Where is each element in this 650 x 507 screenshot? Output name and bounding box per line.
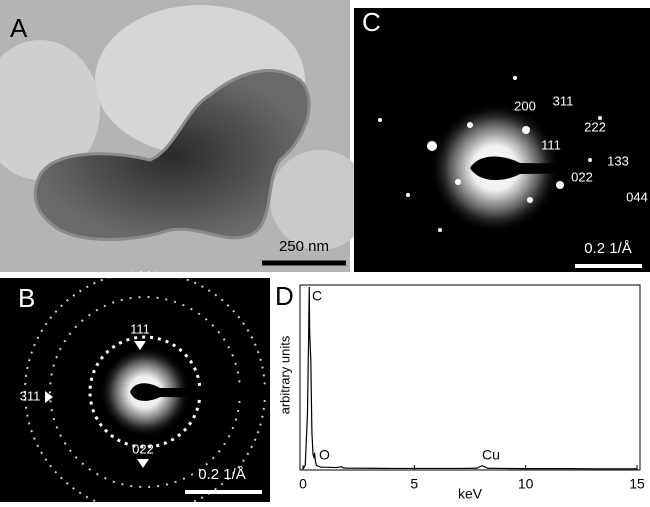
- x-tick-label: 5: [410, 476, 418, 492]
- beam-stopper: [130, 383, 270, 401]
- reflection-label: 222: [584, 119, 606, 134]
- panel-label: D: [275, 281, 294, 311]
- reflection-label: 022: [132, 441, 154, 456]
- arrow: [134, 341, 146, 350]
- beam-stopper: [470, 156, 650, 181]
- reflection-label: 044: [626, 189, 648, 204]
- peak-label: C: [312, 288, 322, 304]
- panel-label: C: [362, 7, 381, 37]
- panel-b: B 111 311 022 0.2 1/Å: [0, 271, 270, 507]
- scale-label: 0.2 1/Å: [198, 466, 246, 483]
- panel-c: C 200 311 222 111 133 022 044 0.2 1/Å: [354, 7, 650, 272]
- panel-label: B: [18, 283, 35, 313]
- hole: [0, 40, 100, 180]
- reflection-label: 200: [514, 98, 536, 113]
- x-axis-label: keV: [458, 486, 483, 502]
- reflection-label: 133: [607, 153, 629, 168]
- peak-label: O: [319, 447, 330, 463]
- y-axis-label: arbitrary units: [277, 335, 292, 414]
- x-tick-label: 15: [629, 476, 645, 492]
- plot-frame: [299, 284, 641, 471]
- arrow: [137, 459, 149, 468]
- reflection-label: 111: [541, 137, 561, 152]
- spots: [378, 76, 602, 232]
- arrow: [45, 391, 53, 403]
- panel-d: D arbitrary units keV: [275, 281, 641, 502]
- particle: [33, 69, 311, 241]
- peak-label: Cu: [482, 447, 500, 463]
- hole: [270, 150, 370, 250]
- scale-label: 250 nm: [279, 238, 329, 255]
- x-tick-label: 10: [518, 476, 534, 492]
- reflection-label: 311: [20, 388, 41, 403]
- panel-a: A 250 nm: [0, 0, 370, 272]
- spectrum-line: [302, 286, 637, 470]
- reflection-label: 111: [130, 321, 150, 336]
- reflection-label: 311: [553, 93, 574, 108]
- reflection-label: 022: [571, 169, 593, 184]
- x-tick-label: 0: [299, 476, 307, 492]
- scale-label: 0.2 1/Å: [584, 240, 632, 257]
- panel-label: A: [10, 13, 28, 43]
